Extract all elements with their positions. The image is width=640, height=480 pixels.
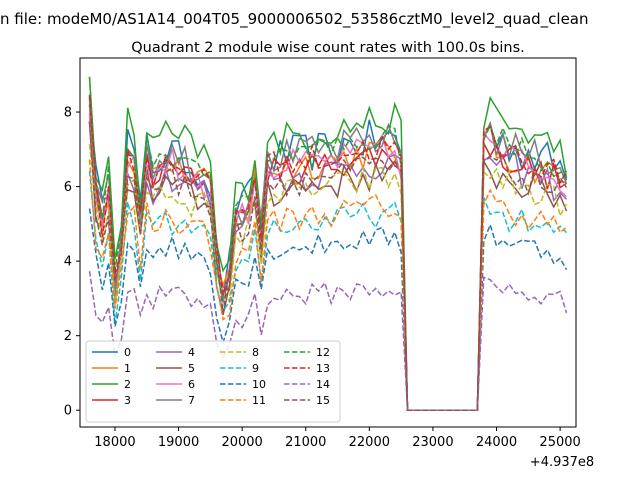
legend-label-7: 7 [188,394,195,407]
legend-label-13: 13 [316,362,330,375]
legend-label-14: 14 [316,378,330,391]
series-line-6 [88,112,568,411]
legend-label-15: 15 [316,394,330,407]
y-axis: 0 2 4 6 8 [64,106,80,419]
x-offset-label: +4.937e8 [530,455,594,470]
legend-label-5: 5 [188,362,195,375]
x-tick-label: 18000 [94,435,135,450]
y-tick-label: 4 [64,255,72,270]
x-tick-label: 24000 [476,435,517,450]
x-tick-label: 21000 [285,435,326,450]
y-tick-label: 8 [64,106,72,121]
x-tick-label: 23000 [412,435,453,450]
legend-label-1: 1 [124,362,131,375]
x-tick-label: 25000 [539,435,580,450]
legend-box [85,340,341,423]
x-axis: 18000 19000 20000 21000 22000 23000 24000 25000 [94,427,581,450]
legend-label-3: 3 [124,394,131,407]
x-tick-label: 22000 [349,435,390,450]
series-line-9 [88,170,568,411]
series-line-13 [88,94,568,411]
x-tick-label: 19000 [158,435,199,450]
legend-label-9: 9 [252,362,259,375]
plot-lines [88,76,568,411]
y-tick-label: 6 [64,180,72,195]
series-line-15 [88,121,568,411]
legend-label-0: 0 [124,346,131,359]
legend-label-11: 11 [252,394,266,407]
x-tick-label: 20000 [221,435,262,450]
series-line-8 [88,144,568,411]
y-tick-label: 2 [64,329,72,344]
series-line-14 [88,270,568,411]
series-line-11 [88,159,567,411]
series-line-5 [88,121,568,411]
legend-label-12: 12 [316,346,330,359]
legend-label-4: 4 [188,346,195,359]
legend-label-10: 10 [252,378,266,391]
y-tick-label: 0 [64,404,72,419]
legend-label-2: 2 [124,378,131,391]
series-line-2 [88,76,568,411]
legend-label-6: 6 [188,378,195,391]
legend-label-8: 8 [252,346,259,359]
figure-suptitle: n file: modeM0/AS1A14_004T05_9000006502_… [0,10,589,29]
axes-frame [79,57,577,428]
series-line-12 [88,76,567,411]
chart-title: Quadrant 2 module wise count rates with … [131,40,525,56]
series-line-10 [88,208,568,411]
